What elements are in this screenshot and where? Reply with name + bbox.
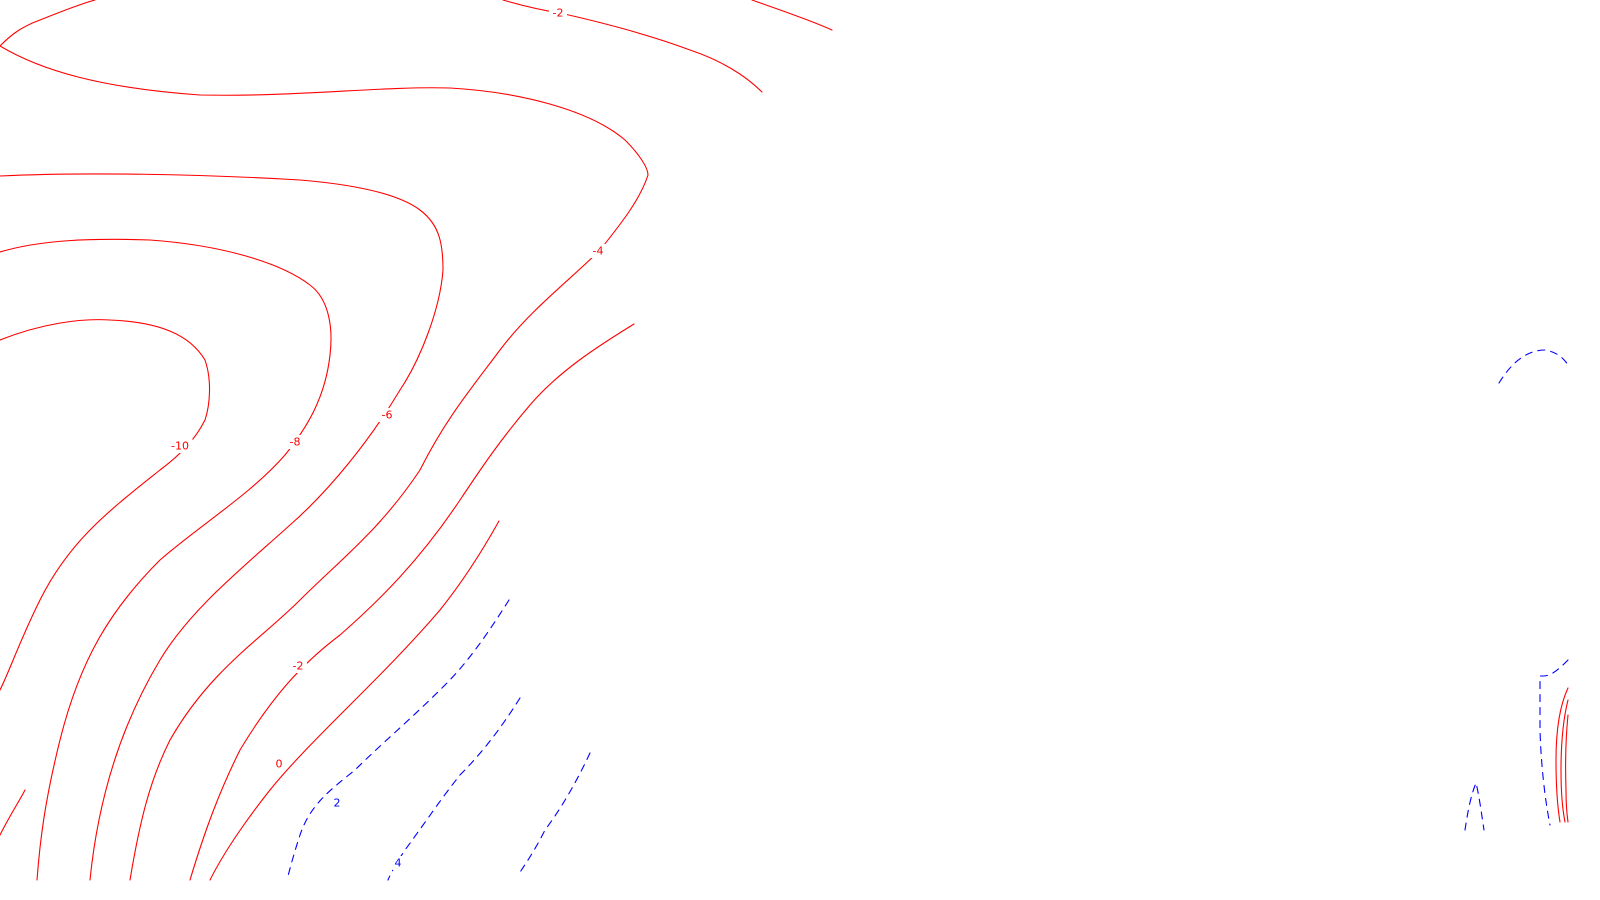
contour-label-bg-pos4-9: [392, 856, 404, 870]
contour-line-neg2-18: [1555, 687, 1569, 823]
contour-label-bg-neg2-1: [549, 6, 567, 20]
contour-line-pos4-14: [517, 752, 591, 876]
contour-line-pos2-12: [286, 599, 510, 881]
contour-label-neg2-6: -2: [293, 660, 304, 673]
contour-line-neg4-3: [129, 174, 649, 881]
contour-label-neg4-2: -4: [593, 245, 604, 258]
contour-line-neg2-2: [0, 0, 96, 47]
contour-label-bg-zero-7: [273, 757, 285, 771]
contour-label-pos2-8: 2: [334, 797, 341, 810]
contour-label-neg8-4: -8: [290, 436, 301, 449]
contour-line-pos2-15: [1498, 349, 1569, 384]
contour-line-pos2-17: [1464, 782, 1485, 831]
contour-label-bg-neg10-5: [167, 439, 193, 453]
contour-line-pos2-16: [1539, 659, 1569, 826]
contour-line-neg2-4: [502, 0, 763, 93]
contour-line-neg6-20: [1565, 714, 1569, 823]
contour-line-zero-11: [209, 520, 500, 881]
contour-label-bg-neg2-6: [289, 659, 307, 673]
contour-label-neg2-1: -2: [553, 7, 564, 20]
contour-label-bg-neg4-2: [589, 244, 607, 258]
contour-label-pos4-9: 4: [395, 857, 402, 870]
contour-line-neg2-1: [0, 45, 649, 176]
contour-lines-layer: [0, 0, 1569, 881]
contour-line-neg10-9: [0, 789, 26, 836]
contour-label-bg-neg6-3: [378, 408, 396, 422]
contour-label-neg10-5: -10: [171, 440, 189, 453]
contour-line-pos4-13: [387, 697, 521, 881]
contour-label-zero-7: 0: [276, 758, 283, 771]
contour-label-bg-pos2-8: [331, 796, 343, 810]
contour-line-neg6-6: [0, 173, 444, 881]
contour-labels-layer: -2 -4 -6 -8 -10 -2 0 2 4: [167, 6, 607, 870]
contour-line-neg2-10: [189, 323, 635, 881]
contour-label-neg6-3: -6: [382, 409, 393, 422]
contour-line-neg2-5: [751, 0, 833, 31]
contour-line-neg4-19: [1560, 699, 1569, 823]
contour-line-neg8-7: [0, 238, 332, 881]
contour-line-neg10-8: [0, 319, 211, 691]
contour-label-bg-neg8-4: [286, 435, 304, 449]
